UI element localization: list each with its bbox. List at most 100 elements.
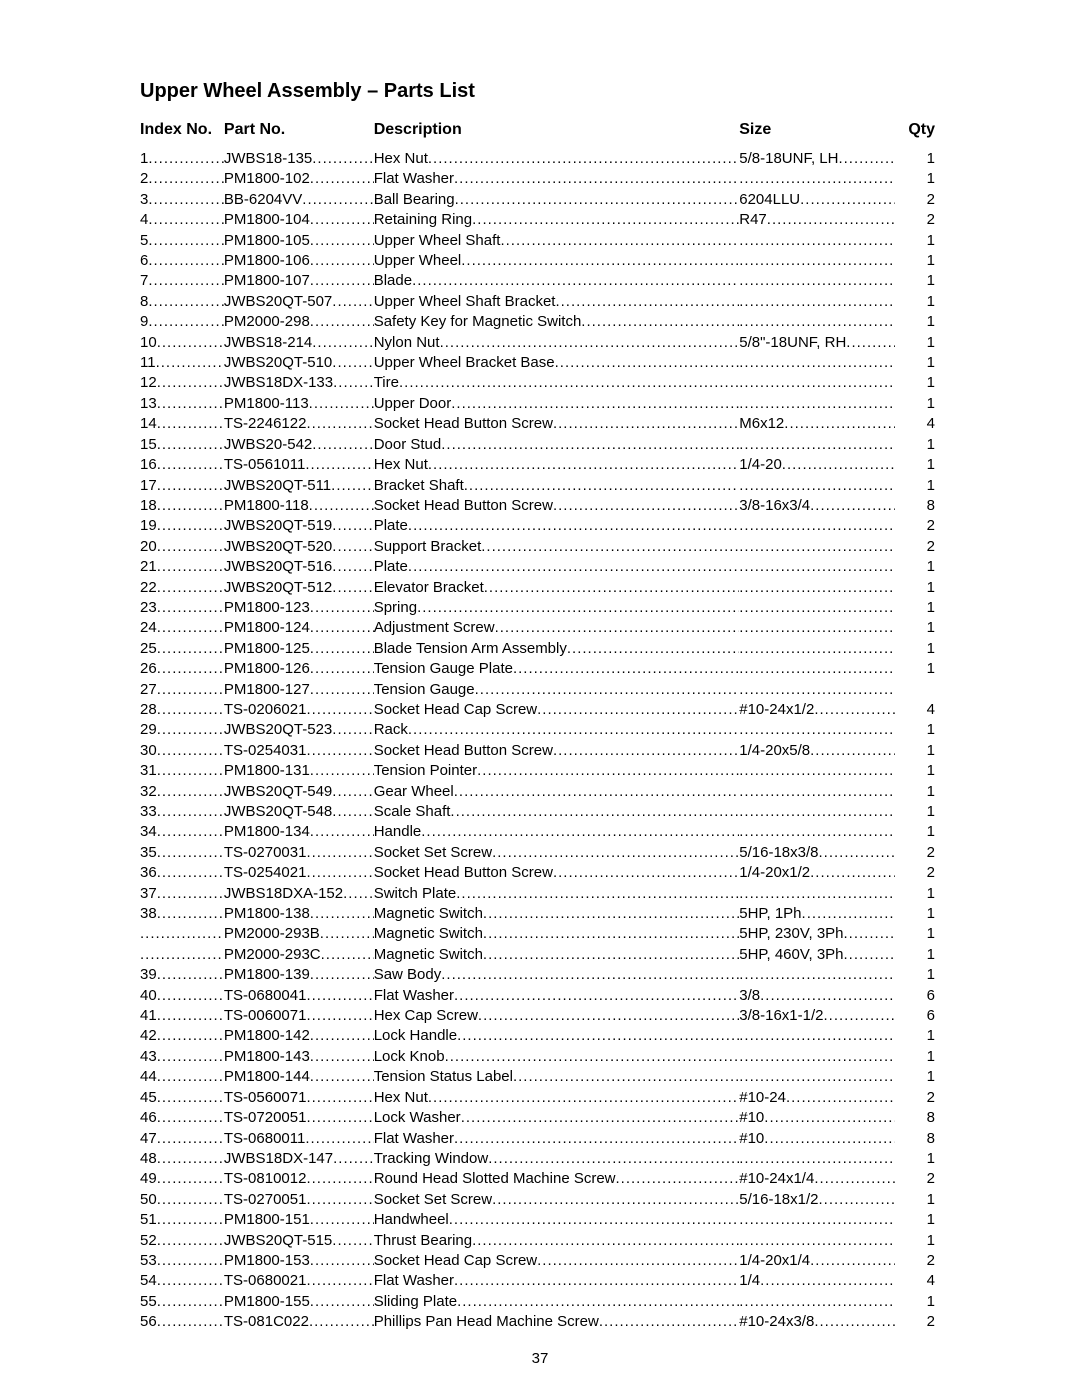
cell-desc: Socket Set Screw <box>374 843 740 863</box>
cell-part: TS-2246122 <box>224 414 374 434</box>
cell-index: 4 <box>140 210 224 230</box>
cell-index <box>140 945 224 965</box>
cell-part: PM2000-293C <box>224 945 374 965</box>
cell-size: 6204LLU <box>739 190 895 210</box>
cell-index: 31 <box>140 761 224 781</box>
cell-size: 5/16-18x1/2 <box>739 1190 895 1210</box>
cell-size: #10-24x1/4 <box>739 1169 895 1189</box>
table-row: 18PM1800-118Socket Head Button Screw3/8-… <box>140 496 935 516</box>
cell-size <box>739 1026 895 1046</box>
cell-size <box>739 782 895 802</box>
table-row: 37JWBS18DXA-152Switch Plate 1 <box>140 884 935 904</box>
cell-desc: Plate <box>374 557 740 577</box>
cell-qty <box>895 680 935 700</box>
cell-size <box>739 1047 895 1067</box>
cell-part: PM1800-138 <box>224 904 374 924</box>
cell-index: 17 <box>140 476 224 496</box>
cell-qty: 1 <box>895 476 935 496</box>
cell-part: PM1800-151 <box>224 1210 374 1230</box>
cell-index: 3 <box>140 190 224 210</box>
cell-qty: 2 <box>895 1312 935 1332</box>
cell-size <box>739 292 895 312</box>
cell-desc: Round Head Slotted Machine Screw <box>374 1169 740 1189</box>
parts-table: 1JWBS18-135Hex Nut5/8-18UNF, LH 12PM1800… <box>140 149 935 1333</box>
cell-desc: Door Stud <box>374 435 740 455</box>
cell-qty: 8 <box>895 496 935 516</box>
cell-part: PM1800-105 <box>224 231 374 251</box>
table-row: 27PM1800-127Tension Gauge <box>140 680 935 700</box>
cell-index: 29 <box>140 720 224 740</box>
cell-desc: Hex Nut <box>374 455 740 475</box>
cell-index: 51 <box>140 1210 224 1230</box>
cell-size <box>739 1210 895 1230</box>
cell-part: PM1800-106 <box>224 251 374 271</box>
cell-size <box>739 373 895 393</box>
cell-qty: 1 <box>895 782 935 802</box>
cell-desc: Hex Nut <box>374 149 740 169</box>
cell-part: PM1800-139 <box>224 965 374 985</box>
table-header: Index No. Part No. Description Size Qty <box>140 121 935 139</box>
cell-qty: 1 <box>895 945 935 965</box>
cell-index: 20 <box>140 537 224 557</box>
cell-qty: 4 <box>895 1271 935 1291</box>
table-row: 3BB-6204VVBall Bearing6204LLU 2 <box>140 190 935 210</box>
cell-desc: Socket Head Cap Screw <box>374 1251 740 1271</box>
cell-index: 10 <box>140 333 224 353</box>
cell-qty: 1 <box>895 557 935 577</box>
cell-qty: 1 <box>895 741 935 761</box>
cell-size: 3/8-16x1-1/2 <box>739 1006 895 1026</box>
cell-size <box>739 761 895 781</box>
cell-qty: 1 <box>895 822 935 842</box>
cell-part: TS-0680021 <box>224 1271 374 1291</box>
cell-qty: 1 <box>895 884 935 904</box>
cell-part: TS-0254031 <box>224 741 374 761</box>
cell-desc: Tracking Window <box>374 1149 740 1169</box>
cell-desc: Tension Status Label <box>374 1067 740 1087</box>
header-size: Size <box>739 121 895 139</box>
cell-part: TS-0680041 <box>224 986 374 1006</box>
cell-qty: 1 <box>895 1026 935 1046</box>
cell-size: 1/4-20 <box>739 455 895 475</box>
table-row: 38PM1800-138Magnetic Switch5HP, 1Ph 1 <box>140 904 935 924</box>
cell-desc: Phillips Pan Head Machine Screw <box>374 1312 740 1332</box>
cell-qty: 1 <box>895 435 935 455</box>
cell-part: PM1800-153 <box>224 1251 374 1271</box>
table-row: 52JWBS20QT-515Thrust Bearing 1 <box>140 1231 935 1251</box>
cell-size <box>739 720 895 740</box>
cell-desc: Flat Washer <box>374 986 740 1006</box>
cell-index: 7 <box>140 271 224 291</box>
cell-size: 3/8-16x3/4 <box>739 496 895 516</box>
cell-index: 41 <box>140 1006 224 1026</box>
cell-part: PM1800-131 <box>224 761 374 781</box>
cell-desc: Flat Washer <box>374 169 740 189</box>
cell-part: JWBS20QT-511 <box>224 476 374 496</box>
cell-part: TS-0206021 <box>224 700 374 720</box>
cell-desc: Tension Pointer <box>374 761 740 781</box>
cell-size: #10-24 <box>739 1088 895 1108</box>
cell-part: JWBS20QT-549 <box>224 782 374 802</box>
cell-desc: Switch Plate <box>374 884 740 904</box>
cell-desc: Safety Key for Magnetic Switch <box>374 312 740 332</box>
cell-index: 19 <box>140 516 224 536</box>
cell-part: PM1800-118 <box>224 496 374 516</box>
cell-desc: Scale Shaft <box>374 802 740 822</box>
table-row: 22JWBS20QT-512Elevator Bracket 1 <box>140 578 935 598</box>
cell-size <box>739 1231 895 1251</box>
cell-desc: Spring <box>374 598 740 618</box>
cell-size: 1/4-20x5/8 <box>739 741 895 761</box>
cell-qty: 8 <box>895 1108 935 1128</box>
cell-index: 27 <box>140 680 224 700</box>
cell-qty: 1 <box>895 598 935 618</box>
cell-desc: Adjustment Screw <box>374 618 740 638</box>
table-row: 10JWBS18-214Nylon Nut5/8"-18UNF, RH 1 <box>140 333 935 353</box>
cell-size: R47 <box>739 210 895 230</box>
cell-part: PM1800-124 <box>224 618 374 638</box>
table-row: 15JWBS20-542Door Stud 1 <box>140 435 935 455</box>
cell-index <box>140 924 224 944</box>
cell-size <box>739 802 895 822</box>
cell-size: #10 <box>739 1129 895 1149</box>
cell-qty: 1 <box>895 312 935 332</box>
cell-part: PM1800-125 <box>224 639 374 659</box>
cell-desc: Saw Body <box>374 965 740 985</box>
cell-desc: Nylon Nut <box>374 333 740 353</box>
